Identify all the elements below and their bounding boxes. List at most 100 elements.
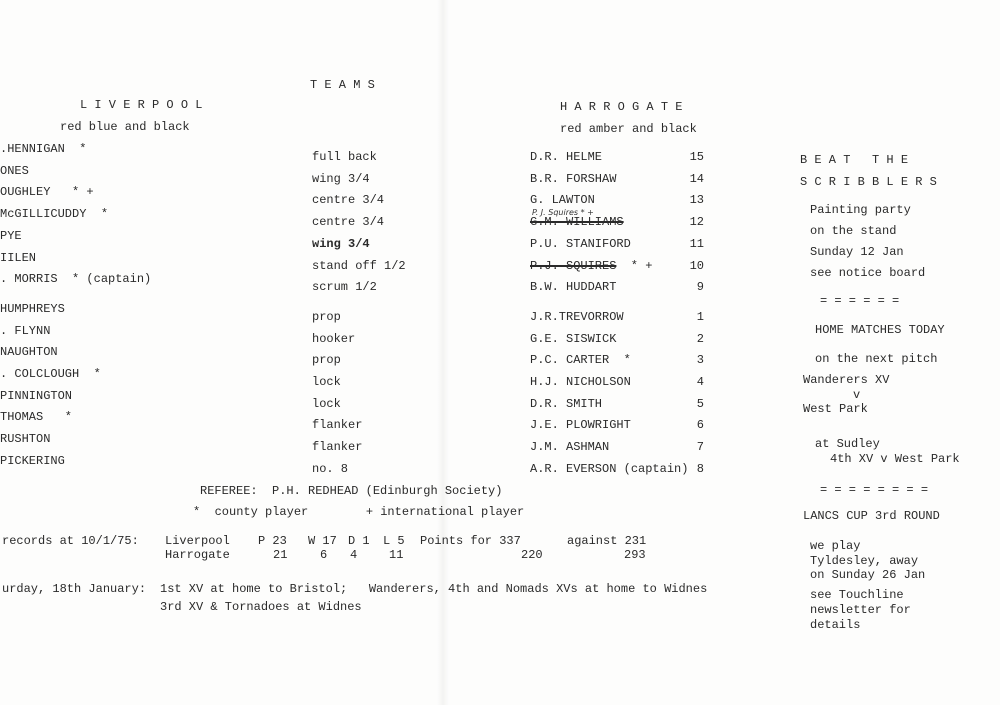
- harrogate-player: D.R. SMITH: [530, 396, 603, 411]
- notice-line: see Touchline: [810, 588, 904, 602]
- shirt-number: 15: [689, 150, 704, 164]
- record-drawn: 4: [350, 548, 358, 562]
- referee-line: REFEREE: P.H. REDHEAD (Edinburgh Society…: [200, 484, 503, 498]
- harrogate-player: A.R. EVERSON (captain): [530, 461, 689, 476]
- teams-heading: T E A M S: [310, 78, 375, 92]
- shirt-number: 10: [689, 258, 704, 273]
- player-markers: * +: [616, 258, 653, 273]
- position-label: wing 3/4: [312, 236, 370, 251]
- notice-line: on the next pitch: [815, 352, 938, 366]
- separator: = = = = = = = =: [820, 483, 929, 497]
- notice-line: Wanderers XV: [803, 373, 890, 387]
- record-points-against: 293: [624, 548, 646, 562]
- record-points-for: Points for 337: [420, 534, 521, 548]
- liverpool-player: ONES: [0, 163, 29, 178]
- notice-line: at Sudley: [815, 437, 880, 451]
- record-points-for: 220: [521, 548, 543, 562]
- harrogate-player: J.R.TREVORROW: [530, 309, 624, 324]
- record-won: W 17: [308, 534, 337, 548]
- notice-line: Painting party: [810, 203, 911, 217]
- notice-line: 4th XV v West Park: [830, 452, 960, 466]
- notice-line: on Sunday 26 Jan: [810, 568, 926, 582]
- harrogate-colours: red amber and black: [560, 122, 697, 136]
- liverpool-player: RUSHTON: [0, 432, 51, 447]
- harrogate-player: P.C. CARTER *: [530, 353, 631, 368]
- shirt-number: 12: [689, 215, 704, 230]
- record-played: P 23: [258, 534, 287, 548]
- record-team: Harrogate: [165, 548, 230, 562]
- position-label: lock: [312, 396, 341, 411]
- position-label: wing 3/4: [312, 171, 370, 186]
- harrogate-player: D.R. HELME: [530, 150, 603, 164]
- liverpool-player: NAUGHTON: [0, 345, 58, 360]
- harrogate-player: P.U. STANIFORD: [530, 236, 631, 251]
- harrogate-player: G. LAWTON: [530, 193, 595, 208]
- harrogate-player: H.J. NICHOLSON: [530, 375, 631, 389]
- handwritten-correction: P. J. Squires * +: [532, 208, 594, 218]
- liverpool-player: IILEN: [0, 250, 37, 265]
- notice-line: on the stand: [810, 224, 897, 238]
- liverpool-player: . COLCLOUGH *: [0, 367, 101, 381]
- home-matches-heading: HOME MATCHES TODAY: [815, 323, 945, 337]
- fixtures-line-1: 1st XV at home to Bristol; Wanderers, 4t…: [160, 582, 708, 596]
- shirt-number: 4: [696, 375, 704, 389]
- liverpool-colours: red blue and black: [60, 120, 190, 134]
- harrogate-heading: H A R R O G A T E: [560, 100, 683, 114]
- records-label: records at 10/1/75:: [2, 534, 139, 548]
- player-key: * county player + international player: [193, 505, 525, 519]
- notice-line: West Park: [803, 402, 868, 416]
- harrogate-player: J.E. PLOWRIGHT: [530, 418, 631, 433]
- notice-line: Tyldesley, away: [810, 554, 919, 568]
- position-label: stand off 1/2: [312, 258, 406, 273]
- fixtures-line-2: 3rd XV & Tornadoes at Widnes: [160, 600, 362, 614]
- liverpool-player: . MORRIS * (captain): [0, 272, 152, 287]
- separator: = = = = = =: [820, 294, 900, 308]
- record-played: 21: [273, 548, 288, 562]
- position-label: lock: [312, 375, 341, 389]
- shirt-number: 3: [696, 353, 704, 368]
- position-label: full back: [312, 150, 377, 164]
- fixtures-label: urday, 18th January:: [2, 582, 147, 596]
- position-label: hooker: [312, 331, 356, 346]
- beat-heading: B E A T T H E: [800, 153, 909, 167]
- liverpool-player: PICKERING: [0, 453, 65, 468]
- liverpool-player: THOMAS *: [0, 410, 73, 425]
- record-team: Liverpool: [165, 534, 230, 548]
- cup-heading: LANCS CUP 3rd ROUND: [803, 509, 940, 523]
- shirt-number: 2: [696, 331, 704, 346]
- record-lost: L 5: [383, 534, 405, 548]
- notice-line: Sunday 12 Jan: [810, 245, 904, 259]
- notice-line: details: [810, 618, 861, 632]
- position-label: scrum 1/2: [312, 280, 377, 295]
- position-label: prop: [312, 309, 341, 324]
- shirt-number: 14: [689, 171, 704, 186]
- record-drawn: D 1: [348, 534, 370, 548]
- shirt-number: 1: [696, 309, 704, 324]
- position-label: prop: [312, 353, 341, 368]
- harrogate-player: P.J. SQUIRES: [530, 258, 617, 273]
- page-fold: [437, 0, 449, 705]
- record-points-against: against 231: [567, 534, 647, 548]
- harrogate-player: G.M. WILLIAMS: [530, 215, 624, 230]
- position-label: flanker: [312, 440, 363, 455]
- liverpool-player: McGILLICUDDY *: [0, 207, 109, 222]
- harrogate-player: G.E. SISWICK: [530, 331, 617, 346]
- shirt-number: 9: [696, 280, 704, 295]
- harrogate-player: J.M. ASHMAN: [530, 440, 610, 455]
- record-lost: 11: [389, 548, 404, 562]
- shirt-number: 5: [696, 396, 704, 411]
- position-label: no. 8: [312, 461, 349, 476]
- position-label: flanker: [312, 418, 363, 433]
- liverpool-player: OUGHLEY * +: [0, 185, 94, 200]
- shirt-number: 11: [689, 236, 704, 251]
- shirt-number: 8: [696, 461, 704, 476]
- liverpool-player: .HENNIGAN *: [0, 142, 87, 156]
- notice-line: newsletter for: [810, 603, 911, 617]
- liverpool-player: . FLYNN: [0, 323, 51, 338]
- record-won: 6: [320, 548, 328, 562]
- liverpool-heading: L I V E R P O O L: [80, 98, 203, 112]
- notice-line: v: [853, 388, 861, 402]
- liverpool-player: PYE: [0, 228, 22, 243]
- position-label: centre 3/4: [312, 193, 385, 208]
